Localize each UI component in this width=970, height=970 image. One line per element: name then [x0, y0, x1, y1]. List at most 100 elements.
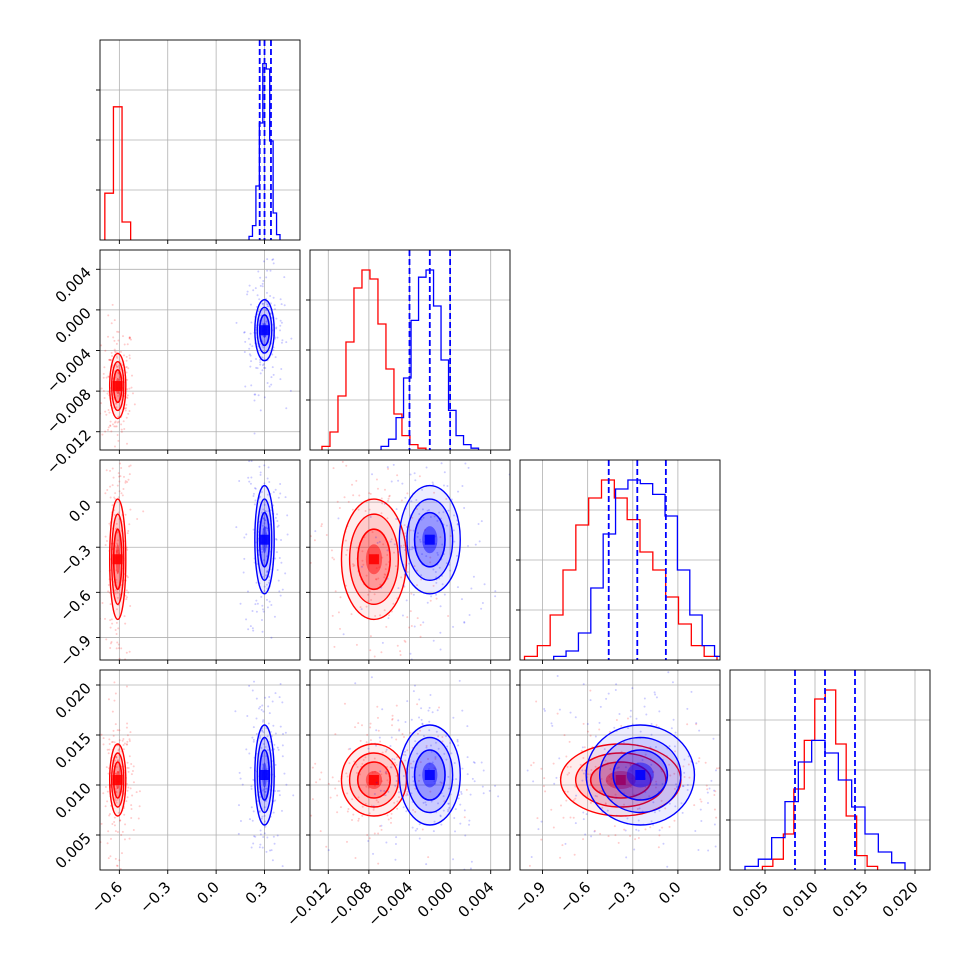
sample-point	[636, 808, 639, 811]
sample-point	[389, 540, 392, 543]
sample-point	[638, 807, 641, 810]
sample-point	[110, 351, 113, 354]
sample-point	[630, 777, 633, 780]
sample-point	[403, 639, 406, 642]
sample-point	[113, 421, 116, 424]
sample-point	[386, 549, 389, 552]
sample-point	[277, 748, 280, 751]
sample-point	[429, 599, 432, 602]
sample-point	[130, 817, 133, 820]
sample-point	[105, 376, 108, 379]
sample-point	[121, 830, 124, 833]
sample-point	[583, 876, 585, 878]
sample-point	[406, 794, 409, 797]
density-peak	[368, 554, 379, 565]
sample-point	[119, 819, 122, 822]
sample-point	[275, 538, 278, 541]
sample-point	[543, 777, 546, 780]
sample-point	[111, 622, 114, 625]
sample-point	[622, 803, 625, 806]
sample-point	[396, 756, 399, 759]
sample-point	[264, 791, 267, 794]
sample-point	[727, 804, 729, 806]
sample-point	[262, 788, 265, 791]
sample-point	[481, 785, 484, 788]
sample-point	[600, 777, 603, 780]
sample-point	[259, 705, 262, 708]
sample-point	[428, 729, 431, 732]
sample-point	[606, 780, 609, 783]
sample-point	[126, 343, 129, 346]
sample-point	[483, 583, 486, 586]
sample-point	[566, 765, 569, 768]
sample-point	[394, 761, 397, 764]
sample-point	[120, 852, 123, 855]
sample-point	[256, 367, 259, 370]
sample-point	[273, 615, 276, 618]
sample-point	[124, 409, 127, 412]
sample-point	[261, 524, 264, 527]
sample-point	[556, 674, 559, 677]
sample-point	[115, 522, 118, 525]
sample-point	[262, 719, 265, 722]
sample-point	[613, 726, 616, 729]
sample-point	[127, 367, 130, 370]
sample-point	[634, 838, 637, 841]
sample-point	[740, 799, 742, 801]
sample-point	[650, 733, 653, 736]
sample-point	[647, 772, 650, 775]
sample-point	[107, 698, 110, 701]
sample-point	[269, 849, 272, 852]
sample-point	[594, 794, 597, 797]
sample-point	[395, 763, 398, 766]
sample-point	[530, 856, 533, 859]
sample-point	[443, 752, 446, 755]
sample-point	[410, 500, 413, 503]
sample-point	[445, 562, 448, 565]
sample-point	[682, 785, 685, 788]
density-peak	[112, 775, 123, 785]
sample-point	[629, 763, 632, 766]
sample-point	[119, 350, 122, 353]
sample-point	[250, 787, 253, 790]
sample-point	[582, 838, 585, 841]
sample-point	[402, 584, 405, 587]
sample-point	[339, 596, 342, 599]
sample-point	[574, 785, 577, 788]
sample-point	[376, 705, 379, 708]
sample-point	[431, 481, 434, 484]
sample-point	[265, 768, 268, 771]
sample-point	[412, 780, 415, 783]
sample-point	[528, 864, 531, 867]
sample-point	[116, 539, 119, 542]
sample-point	[117, 439, 120, 442]
sample-point	[114, 857, 117, 860]
sample-point	[126, 442, 129, 445]
sample-point	[535, 700, 538, 703]
sample-point	[456, 523, 459, 526]
sample-point	[352, 565, 355, 568]
sample-point	[457, 490, 460, 493]
sample-point	[270, 636, 273, 639]
sample-point	[607, 692, 610, 695]
sample-point	[95, 612, 97, 614]
sample-point	[434, 768, 437, 771]
sample-point	[245, 748, 248, 751]
sample-point	[430, 744, 433, 747]
sample-point	[666, 865, 669, 868]
sample-point	[725, 638, 727, 640]
sample-point	[263, 585, 266, 588]
sample-point	[314, 530, 317, 533]
sample-point	[264, 366, 267, 369]
sample-point	[116, 356, 119, 359]
sample-point	[270, 603, 273, 606]
sample-point	[601, 765, 604, 768]
sample-point	[346, 549, 349, 552]
sample-point	[419, 729, 422, 732]
sample-point	[401, 482, 404, 485]
sample-point	[429, 516, 432, 519]
sample-point	[259, 372, 262, 375]
sample-point	[488, 789, 491, 792]
sample-point	[435, 581, 438, 584]
